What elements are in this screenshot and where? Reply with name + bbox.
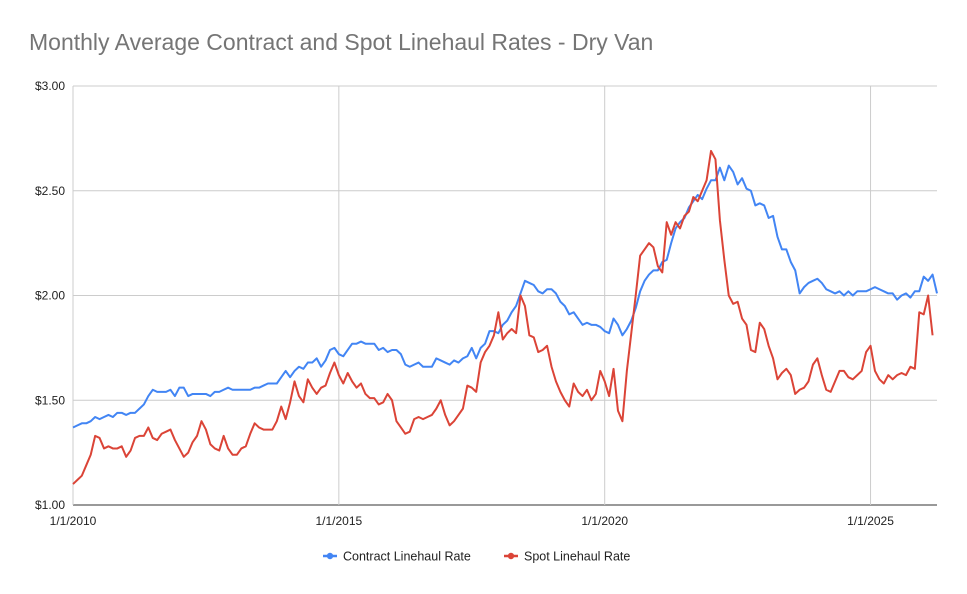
x-tick-label: 1/1/2025 (847, 514, 894, 528)
series-line-contract[interactable] (72, 164, 938, 429)
x-tick-label: 1/1/2010 (50, 514, 97, 528)
legend-swatch-dot (326, 552, 334, 560)
y-tick-label: $2.50 (35, 184, 65, 198)
legend: Contract Linehaul Rate Spot Linehaul Rate (323, 550, 630, 564)
legend-label[interactable]: Contract Linehaul Rate (343, 550, 471, 564)
y-tick-label: $2.00 (35, 289, 65, 303)
y-tick-label: $1.50 (35, 393, 65, 407)
x-tick-label: 1/1/2020 (581, 514, 628, 528)
x-axis-ticks: 1/1/2010 1/1/2015 1/1/2020 1/1/2025 (50, 514, 895, 528)
series-lines (72, 149, 938, 485)
y-tick-label: $1.00 (35, 498, 65, 512)
y-axis-ticks: $1.00 $1.50 $2.00 $2.50 $3.00 (35, 79, 65, 512)
legend-swatch-dot (507, 552, 515, 560)
chart-title: Monthly Average Contract and Spot Lineha… (29, 29, 654, 55)
grid-lines (72, 85, 937, 506)
x-tick-label: 1/1/2015 (315, 514, 362, 528)
series-line-spot[interactable] (72, 149, 934, 485)
legend-label[interactable]: Spot Linehaul Rate (524, 550, 630, 564)
y-tick-label: $3.00 (35, 79, 65, 93)
